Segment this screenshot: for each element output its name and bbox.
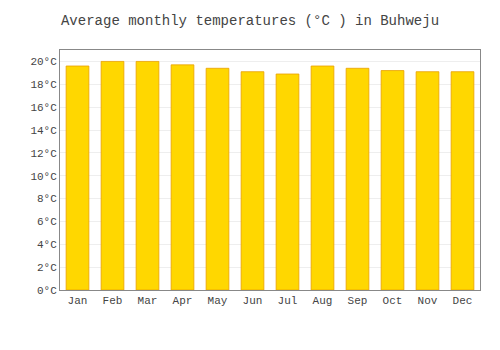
svg-text:4°C: 4°C <box>37 239 57 251</box>
svg-text:8°C: 8°C <box>37 193 57 205</box>
svg-text:Average monthly temperatures (: Average monthly temperatures (°C ) in Bu… <box>61 13 439 29</box>
svg-text:6°C: 6°C <box>37 216 57 228</box>
svg-text:Jun: Jun <box>243 295 263 307</box>
svg-text:20°C: 20°C <box>30 56 57 68</box>
svg-text:Jul: Jul <box>278 295 298 307</box>
svg-text:Dec: Dec <box>453 295 473 307</box>
svg-text:Nov: Nov <box>418 295 438 307</box>
svg-text:Jan: Jan <box>68 295 88 307</box>
svg-text:Oct: Oct <box>383 295 403 307</box>
svg-text:12°C: 12°C <box>30 148 57 160</box>
svg-text:Sep: Sep <box>348 295 368 307</box>
svg-text:0°C: 0°C <box>37 285 57 297</box>
svg-text:2°C: 2°C <box>37 262 57 274</box>
svg-text:May: May <box>208 295 228 307</box>
svg-text:14°C: 14°C <box>30 125 57 137</box>
svg-text:Aug: Aug <box>313 295 333 307</box>
svg-text:Apr: Apr <box>173 295 193 307</box>
svg-text:16°C: 16°C <box>30 102 57 114</box>
svg-text:Feb: Feb <box>103 295 123 307</box>
svg-text:Mar: Mar <box>138 295 158 307</box>
svg-text:18°C: 18°C <box>30 79 57 91</box>
svg-text:10°C: 10°C <box>30 171 57 183</box>
